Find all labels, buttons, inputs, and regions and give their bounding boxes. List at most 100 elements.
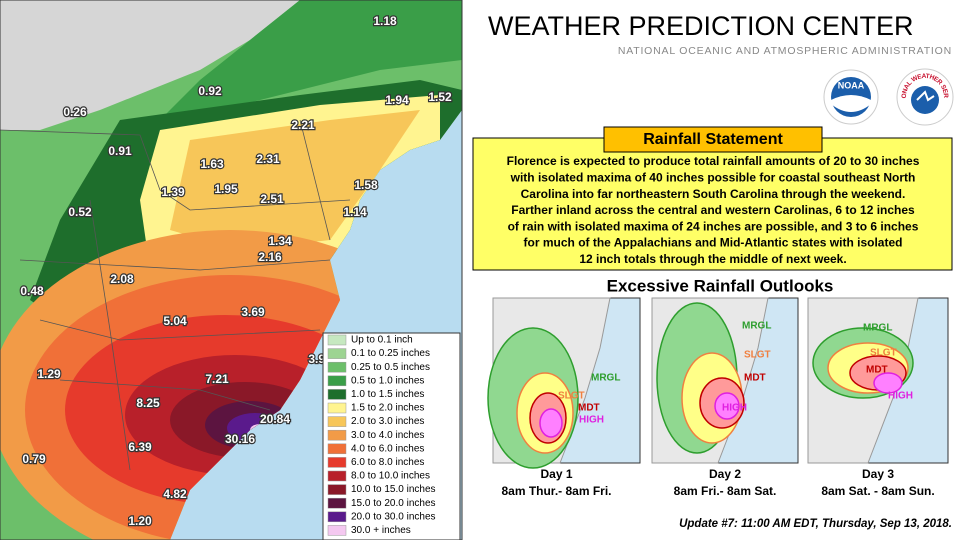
legend-swatch <box>327 470 347 482</box>
rain-total-label: 2.21 <box>291 118 315 132</box>
legend-label: 6.0 to 8.0 inches <box>351 457 424 468</box>
legend-swatch <box>327 348 347 359</box>
statement-tab <box>603 126 823 153</box>
legend-label: 3.0 to 4.0 inches <box>351 430 424 441</box>
statement-line: for much of the Appalachians and Mid-Atl… <box>524 236 903 250</box>
rain-total-label: 1.18 <box>373 14 397 28</box>
risk-label: MRGL <box>742 321 771 332</box>
rain-total-label: 8.25 <box>136 396 160 410</box>
rain-total-label: 3.69 <box>241 305 265 319</box>
risk-label: SLGT <box>744 350 771 361</box>
statement-line: of rain with isolated maxima of 24 inche… <box>508 219 919 233</box>
legend-swatch <box>327 484 347 495</box>
rain-total-label: 1.52 <box>428 90 452 104</box>
risk-label: MRGL <box>863 323 892 334</box>
statement-line: Carolina into far northeastern South Car… <box>521 187 906 201</box>
rain-total-label: 0.48 <box>20 284 44 298</box>
legend-swatch <box>327 361 347 373</box>
risk-label: MDT <box>866 365 888 376</box>
legend-swatch <box>327 429 347 441</box>
period-label: 8am Thur.- 8am Fri. <box>501 484 611 498</box>
rain-total-label: 7.21 <box>205 372 229 386</box>
legend-label: 0.1 to 0.25 inches <box>351 348 430 359</box>
statement-title: Rainfall Statement <box>643 131 783 148</box>
statement-line: 12 inch totals through the middle of nex… <box>579 252 846 266</box>
rain-total-label: 0.92 <box>198 84 222 98</box>
risk-area <box>873 372 903 394</box>
day-label: Day 1 <box>540 467 572 481</box>
legend: Up to 0.1 inch 0.1 to 0.25 inches 0.25 to … <box>327 334 436 536</box>
legend-label: 1.5 to 2.0 inches <box>351 403 424 414</box>
rain-total-label: 4.82 <box>163 487 187 501</box>
rain-total-label: 0.26 <box>63 105 87 119</box>
rain-total-label: 1.20 <box>128 514 152 528</box>
legend-label: 0.25 to 0.5 inches <box>351 362 430 373</box>
legend-label: Up to 0.1 inch <box>351 335 413 346</box>
risk-label: HIGH <box>722 403 747 414</box>
rain-total-label: 1.94 <box>385 93 409 107</box>
statement-line: Florence is expected to produce total ra… <box>507 154 920 168</box>
statement-box <box>472 137 953 271</box>
rain-total-label: 1.29 <box>37 367 61 381</box>
rain-total-label: 5.04 <box>163 314 187 328</box>
risk-label: SLGT <box>558 391 585 402</box>
risk-label: SLGT <box>870 348 897 359</box>
rain-total-label: 2.51 <box>260 192 284 206</box>
statement-line: with isolated maxima of 40 inches possib… <box>510 170 916 184</box>
legend-swatch <box>327 497 347 509</box>
legend-label: 2.0 to 3.0 inches <box>351 416 424 427</box>
risk-label: HIGH <box>888 391 913 402</box>
rain-total-label: 1.63 <box>200 157 224 171</box>
risk-label: MDT <box>578 403 600 414</box>
legend-label: 1.0 to 1.5 inches <box>351 389 424 400</box>
legend-swatch <box>327 416 347 427</box>
legend-swatch <box>327 525 347 536</box>
legend-label: 20.0 to 30.0 inches <box>351 511 436 522</box>
legend-label: 4.0 to 6.0 inches <box>351 443 424 454</box>
noaa-logo: NOAA <box>823 69 879 125</box>
risk-area <box>539 408 563 438</box>
rain-total-label: 6.39 <box>128 440 152 454</box>
rain-total-label: 20.84 <box>260 412 290 426</box>
risk-label: HIGH <box>579 415 604 426</box>
rain-total-label: 1.58 <box>354 178 378 192</box>
rain-total-label: 1.95 <box>214 182 238 196</box>
update-text: Update #7: 11:00 AM EDT, Thursday, Sep 1… <box>679 518 952 530</box>
legend-label: 0.5 to 1.0 inches <box>351 375 424 386</box>
day-label: Day 2 <box>709 467 741 481</box>
period-label: 8am Sat. - 8am Sun. <box>821 484 934 498</box>
risk-area <box>714 392 740 420</box>
rain-total-label: 1.14 <box>343 205 367 219</box>
legend-label: 8.0 to 10.0 inches <box>351 471 430 482</box>
legend-swatch <box>327 457 347 468</box>
day-label: Day 3 <box>862 467 894 481</box>
legend-label: 15.0 to 20.0 inches <box>351 498 436 509</box>
rain-total-label: 1.34 <box>268 234 292 248</box>
statement-line: Farther inland across the central and we… <box>511 203 915 217</box>
legend-swatch <box>327 389 347 400</box>
statement-text: Florence is expected to produce total ra… <box>507 154 920 266</box>
rain-total-label: 2.08 <box>110 272 134 286</box>
legend-swatch <box>327 402 347 414</box>
legend-swatch <box>327 375 347 387</box>
legend-swatch <box>327 511 347 523</box>
risk-label: MDT <box>744 373 766 384</box>
legend-swatch <box>327 443 347 455</box>
rain-total-label: 30.16 <box>225 432 255 446</box>
header-subtitle: NATIONAL OCEANIC AND ATMOSPHERIC ADMINIS… <box>618 45 952 57</box>
legend-swatch <box>327 334 347 346</box>
period-label: 8am Fri.- 8am Sat. <box>674 484 777 498</box>
rain-total-label: 2.16 <box>258 250 282 264</box>
outlook-panel: MRGL SLGT MDT HIGH Day 2 8am Fri.- 8am Sat. <box>651 297 799 498</box>
rain-total-label: 0.79 <box>22 452 46 466</box>
outlooks-title: Excessive Rainfall Outlooks <box>607 276 834 295</box>
legend-label: 10.0 to 15.0 inches <box>351 484 436 495</box>
outlook-panel: MRGL SLGT MDT HIGH Day 3 8am Sat. - 8am Sun. <box>807 297 949 498</box>
rain-total-label: 0.52 <box>68 205 92 219</box>
header-title: WEATHER PREDICTION CENTER <box>488 11 914 41</box>
rain-total-label: 1.39 <box>161 185 185 199</box>
